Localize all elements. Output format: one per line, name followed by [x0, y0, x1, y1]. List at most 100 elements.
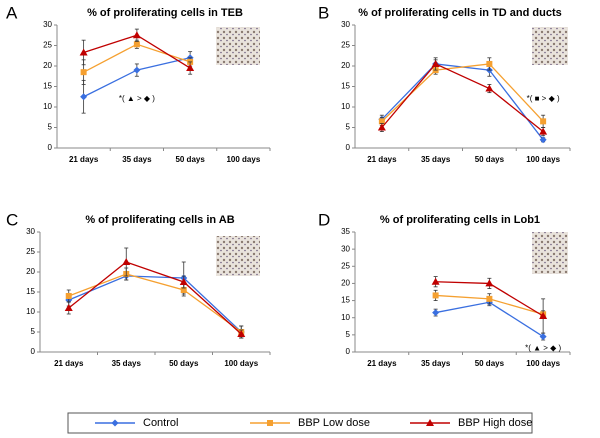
x-tick-label: 35 days	[112, 359, 142, 368]
chart-title: % of proliferating cells in Lob1	[380, 214, 540, 226]
y-tick-label: 20	[26, 267, 35, 276]
x-tick-label: 50 days	[475, 359, 505, 368]
series-line	[435, 301, 544, 338]
inset-image	[216, 27, 260, 65]
marker	[432, 292, 439, 299]
y-tick-label: 5	[346, 330, 351, 339]
y-tick-label: 25	[341, 261, 350, 270]
marker	[378, 118, 385, 125]
x-tick-label: 100 days	[224, 359, 258, 368]
series-line	[68, 261, 242, 335]
marker	[80, 69, 87, 76]
y-tick-label: 15	[26, 287, 35, 296]
y-tick-label: 30	[26, 227, 35, 236]
y-tick-label: 25	[43, 41, 52, 50]
series-line	[381, 63, 544, 133]
y-tick-label: 0	[48, 143, 53, 152]
x-tick-label: 100 days	[226, 155, 260, 164]
marker	[180, 287, 187, 293]
series-line	[381, 63, 544, 141]
annotation: *( ▲ > ◆ )	[119, 94, 155, 103]
x-tick-label: 21 days	[367, 359, 397, 368]
marker	[65, 293, 72, 299]
marker	[133, 66, 141, 74]
y-tick-label: 10	[341, 313, 350, 322]
x-tick-label: 35 days	[421, 155, 451, 164]
panel-letter: D	[318, 210, 330, 229]
series-line	[68, 275, 242, 333]
inset-image	[532, 27, 568, 65]
legend-box	[67, 412, 533, 434]
x-tick-label: 100 days	[526, 155, 560, 164]
series-line	[68, 273, 242, 333]
y-tick-label: 20	[341, 61, 350, 70]
x-tick-label: 35 days	[122, 155, 152, 164]
y-tick-label: 15	[341, 82, 350, 91]
y-tick-label: 25	[26, 247, 35, 256]
marker	[80, 93, 88, 101]
chart-title: % of proliferating cells in TD and ducts	[358, 7, 562, 19]
x-tick-label: 50 days	[169, 359, 199, 368]
marker	[540, 118, 547, 125]
legend-label: Control	[143, 417, 178, 429]
y-tick-label: 30	[341, 20, 350, 29]
marker	[132, 31, 141, 39]
marker	[377, 123, 386, 131]
y-tick-label: 25	[341, 41, 350, 50]
x-tick-label: 50 days	[175, 155, 205, 164]
y-tick-label: 30	[43, 20, 52, 29]
x-tick-label: 100 days	[526, 359, 560, 368]
marker	[237, 330, 246, 337]
chart-title: % of proliferating cells in TEB	[87, 7, 243, 19]
y-tick-label: 5	[31, 327, 36, 336]
marker	[431, 59, 440, 67]
y-tick-label: 15	[43, 82, 52, 91]
y-tick-label: 20	[43, 61, 52, 70]
marker	[179, 278, 188, 285]
marker	[186, 64, 195, 72]
y-tick-label: 10	[26, 307, 35, 316]
chart-title: % of proliferating cells in AB	[85, 214, 234, 226]
marker	[64, 304, 73, 311]
marker	[539, 312, 548, 319]
x-tick-label: 21 days	[69, 155, 99, 164]
marker	[432, 309, 440, 317]
y-tick-label: 0	[31, 347, 36, 356]
inset-image	[532, 232, 568, 274]
y-tick-label: 0	[346, 347, 351, 356]
marker	[539, 136, 547, 144]
marker	[122, 258, 131, 265]
y-tick-label: 10	[43, 102, 52, 111]
annotation: *( ▲ > ◆ )	[525, 344, 561, 353]
x-tick-label: 21 days	[54, 359, 84, 368]
marker	[486, 295, 493, 302]
y-tick-label: 10	[341, 102, 350, 111]
marker	[111, 419, 119, 427]
marker	[79, 48, 88, 56]
x-tick-label: 35 days	[421, 359, 451, 368]
panel-letter: A	[6, 3, 18, 22]
marker	[485, 279, 494, 287]
marker	[431, 277, 440, 285]
x-tick-label: 21 days	[367, 155, 397, 164]
y-tick-label: 5	[48, 123, 53, 132]
x-tick-label: 50 days	[475, 155, 505, 164]
y-tick-label: 0	[346, 143, 351, 152]
legend-label: BBP Low dose	[298, 417, 370, 429]
annotation: *( ■ > ◆ )	[527, 94, 560, 103]
y-tick-label: 5	[346, 123, 351, 132]
marker	[539, 127, 548, 135]
y-tick-label: 35	[341, 227, 350, 236]
marker	[426, 419, 434, 426]
panel-letter: C	[6, 210, 18, 229]
legend-label: BBP High dose	[458, 417, 532, 429]
marker	[539, 333, 547, 341]
y-tick-label: 30	[341, 244, 350, 253]
marker	[485, 84, 494, 92]
y-tick-label: 20	[341, 279, 350, 288]
marker	[133, 41, 140, 48]
y-tick-label: 15	[341, 296, 350, 305]
marker	[267, 420, 273, 426]
marker	[486, 60, 493, 67]
